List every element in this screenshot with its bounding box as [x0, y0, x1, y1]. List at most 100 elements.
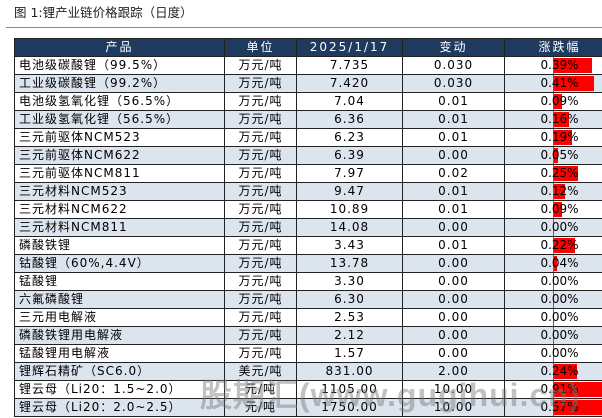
pct-value: 0.00%: [540, 220, 579, 234]
price-cell: 3.30: [296, 272, 403, 291]
table-row: 三元前驱体NCM811 万元/吨 7.97 0.02 0.25%: [14, 164, 602, 183]
table-row: 工业级氢氧化锂（56.5%） 万元/吨 6.36 0.01 0.16%: [14, 110, 602, 129]
price-cell: 1.57: [296, 344, 403, 363]
pct-cell: 0.16%: [504, 110, 602, 129]
price-cell: 10.89: [296, 200, 403, 219]
unit-cell: 万元/吨: [224, 128, 297, 147]
unit-cell: 万元/吨: [224, 236, 297, 255]
pct-value: 0.24%: [540, 364, 579, 378]
pct-value: 0.05%: [540, 148, 579, 162]
price-cell: 7.735: [296, 56, 403, 75]
change-cell: 0.02: [402, 164, 505, 183]
table-row: 电池级氢氧化锂（56.5%） 万元/吨 7.04 0.01 0.09%: [14, 92, 602, 111]
pct-value: 0.04%: [540, 256, 579, 270]
title-divider: [6, 27, 602, 28]
table-row: 磷酸铁锂 万元/吨 3.43 0.01 0.22%: [14, 236, 602, 255]
pct-value: 0.00%: [540, 310, 579, 324]
change-cell: 0.00: [402, 308, 505, 327]
pct-value: 0.00%: [540, 328, 579, 342]
unit-cell: 万元/吨: [224, 254, 297, 273]
table-row: 磷酸铁锂用电解液 万元/吨 2.12 0.00 0.00%: [14, 326, 602, 345]
price-cell: 6.36: [296, 110, 403, 129]
unit-cell: 万元/吨: [224, 308, 297, 327]
pct-cell: 0.00%: [504, 290, 602, 309]
pct-cell: 0.09%: [504, 200, 602, 219]
change-cell: 0.00: [402, 272, 505, 291]
pct-value: 0.00%: [540, 346, 579, 360]
unit-cell: 万元/吨: [224, 290, 297, 309]
change-cell: 0.00: [402, 326, 505, 345]
table-row: 电池级碳酸锂（99.5%） 万元/吨 7.735 0.030 0.39%: [14, 56, 602, 75]
product-cell: 锰酸锂用电解液: [14, 344, 225, 363]
pct-value: 0.22%: [540, 238, 579, 252]
header-date: 2025/1/17: [296, 38, 403, 57]
pct-bar: [553, 364, 577, 379]
pct-cell: 0.24%: [504, 362, 602, 381]
pct-axis: [553, 399, 554, 416]
price-cell: 9.47: [296, 182, 403, 201]
header-product: 产品: [14, 38, 225, 57]
pct-axis: [553, 291, 554, 308]
change-cell: 2.00: [402, 362, 505, 381]
pct-cell: 0.04%: [504, 254, 602, 273]
change-cell: 0.01: [402, 182, 505, 201]
table-row: 锂云母（Li20：2.0~2.5） 元/吨 1750.00 10.00 0.57%: [14, 398, 602, 417]
pct-axis: [553, 75, 554, 92]
pct-value: 0.00%: [540, 292, 579, 306]
header-row: 产品 单位 2025/1/17 变动 涨跌幅: [14, 38, 602, 57]
pct-axis: [553, 147, 554, 164]
pct-bar: [553, 238, 575, 253]
change-cell: 0.030: [402, 56, 505, 75]
table-row: 三元材料NCM622 万元/吨 10.89 0.01 0.09%: [14, 200, 602, 219]
price-cell: 1750.00: [296, 398, 403, 417]
product-cell: 锂辉石精矿（SC6.0）: [14, 362, 225, 381]
pct-bar: [553, 76, 594, 91]
price-cell: 7.420: [296, 74, 403, 93]
pct-cell: 0.12%: [504, 182, 602, 201]
pct-bar: [553, 166, 578, 181]
figure-title: 图 1:锂产业链价格跟踪（日度）: [14, 5, 193, 20]
pct-value: 0.09%: [540, 202, 579, 216]
product-cell: 磷酸铁锂: [14, 236, 225, 255]
change-cell: 0.00: [402, 290, 505, 309]
pct-cell: 0.00%: [504, 272, 602, 291]
pct-axis: [553, 363, 554, 380]
unit-cell: 万元/吨: [224, 56, 297, 75]
pct-axis: [553, 111, 554, 128]
pct-value: 0.12%: [540, 184, 579, 198]
header-change: 变动: [402, 38, 505, 57]
pct-cell: 0.39%: [504, 56, 602, 75]
table-row: 六氟磷酸锂 万元/吨 6.30 0.00 0.00%: [14, 290, 602, 309]
change-cell: 0.00: [402, 146, 505, 165]
pct-axis: [553, 57, 554, 74]
unit-cell: 万元/吨: [224, 200, 297, 219]
product-cell: 锂云母（Li20：2.0~2.5）: [14, 398, 225, 417]
product-cell: 三元用电解液: [14, 308, 225, 327]
pct-axis: [553, 345, 554, 362]
pct-axis: [553, 309, 554, 326]
price-cell: 3.43: [296, 236, 403, 255]
pct-value: 0.09%: [540, 94, 579, 108]
change-cell: 0.01: [402, 92, 505, 111]
product-cell: 电池级碳酸锂（99.5%）: [14, 56, 225, 75]
unit-cell: 万元/吨: [224, 272, 297, 291]
pct-axis: [553, 93, 554, 110]
pct-cell: 0.00%: [504, 218, 602, 237]
pct-cell: 0.00%: [504, 308, 602, 327]
price-cell: 6.30: [296, 290, 403, 309]
pct-value: 0.19%: [540, 130, 579, 144]
pct-axis: [553, 255, 554, 272]
pct-axis: [553, 201, 554, 218]
product-cell: 六氟磷酸锂: [14, 290, 225, 309]
price-cell: 831.00: [296, 362, 403, 381]
header-pct: 涨跌幅: [504, 38, 602, 57]
unit-cell: 万元/吨: [224, 74, 297, 93]
product-cell: 三元前驱体NCM523: [14, 128, 225, 147]
unit-cell: 元/吨: [224, 398, 297, 417]
table-row: 三元材料NCM523 万元/吨 9.47 0.01 0.12%: [14, 182, 602, 201]
price-cell: 7.04: [296, 92, 403, 111]
change-cell: 0.01: [402, 128, 505, 147]
pct-cell: 0.22%: [504, 236, 602, 255]
pct-cell: 0.57%: [504, 398, 602, 417]
pct-cell: 0.09%: [504, 92, 602, 111]
